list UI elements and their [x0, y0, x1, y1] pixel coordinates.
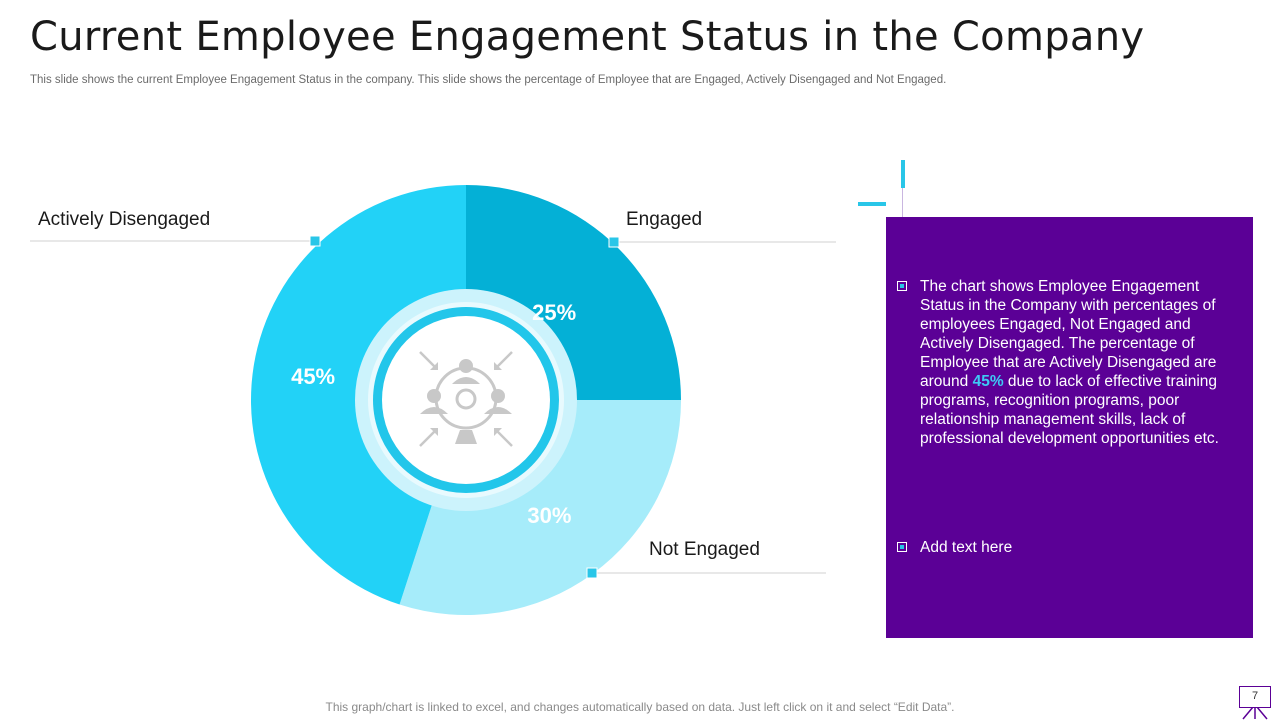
- marker-engaged: [608, 236, 620, 248]
- description-point-1[interactable]: The chart shows Employee Engagement Stat…: [920, 277, 1238, 448]
- page-subtitle: This slide shows the current Employee En…: [30, 74, 947, 86]
- point1-text-end: due to lack of effective training progra…: [920, 373, 1219, 447]
- footer-note: This graph/chart is linked to excel, and…: [325, 700, 955, 714]
- point1-highlight: 45%: [972, 373, 1004, 390]
- accent-bar-vertical: [901, 160, 905, 188]
- value-label-actively-disengaged: 45%: [291, 364, 335, 389]
- easel-legs-icon: [1242, 707, 1268, 720]
- page-number: 7: [1239, 686, 1271, 708]
- value-label-not-engaged: 30%: [527, 503, 571, 528]
- team-meeting-icon: [419, 351, 513, 447]
- bullet-marker-1: [897, 281, 907, 291]
- label-actively-disengaged: Actively Disengaged: [38, 209, 210, 230]
- marker-not-engaged: [586, 567, 598, 579]
- inner-disc: [382, 316, 550, 484]
- page-title: Current Employee Engagement Status in th…: [30, 14, 1145, 60]
- value-label-engaged: 25%: [532, 300, 576, 325]
- marker-actively-disengaged: [309, 235, 321, 247]
- donut-chart[interactable]: Actively Disengaged Engaged Not Engaged …: [0, 0, 860, 700]
- description-point-2[interactable]: Add text here: [920, 539, 1013, 556]
- bullet-marker-2: [897, 542, 907, 552]
- point1-text-start: The chart shows Employee Engagement Stat…: [920, 278, 1217, 390]
- description-panel: [886, 217, 1253, 638]
- label-not-engaged: Not Engaged: [649, 539, 760, 560]
- accent-bar-horizontal: [858, 202, 886, 206]
- label-engaged: Engaged: [626, 209, 702, 230]
